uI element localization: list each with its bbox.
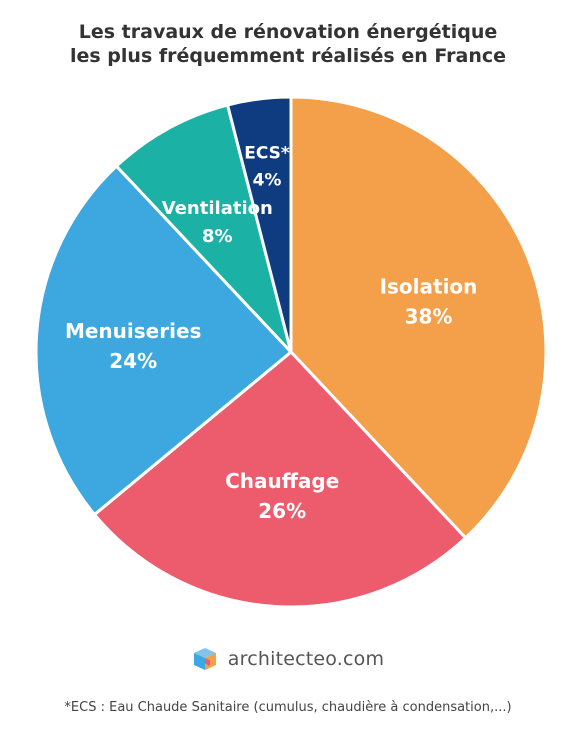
chart-title: Les travaux de rénovation énergétique le…: [0, 20, 576, 68]
pie-slice-chauffage: [93, 350, 468, 609]
slice-name-label: ECS*: [244, 143, 290, 163]
footnote: *ECS : Eau Chaude Sanitaire (cumulus, ch…: [64, 700, 512, 715]
pie-chart: Isolation 38% Chauffage 26% Menuiseries 24% Ve…: [34, 95, 548, 609]
slice-value-label: 8%: [202, 226, 233, 247]
slice-value-label: 26%: [258, 499, 306, 523]
brand: architecteo.com: [0, 646, 576, 672]
cube-icon: [193, 648, 216, 670]
slice-name-label: Chauffage: [225, 469, 339, 493]
pie-slice-menuiseries: [34, 164, 293, 517]
slice-name-label: Isolation: [380, 275, 478, 299]
chart-title-line2: les plus fréquemment réalisés en France: [69, 45, 506, 67]
slice-value-label: 4%: [253, 170, 282, 190]
brand-name: architecteo.com: [227, 648, 385, 670]
pie-slice-ecs: [226, 95, 293, 354]
slice-value-label: 38%: [405, 305, 453, 329]
slice-value-label: 24%: [109, 349, 157, 373]
slice-name-label: Menuiseries: [65, 319, 201, 343]
pie-slice-ventilation: [114, 103, 293, 354]
pie-slice-isolation: [289, 95, 548, 540]
chart-title-line1: Les travaux de rénovation énergétique: [78, 21, 498, 43]
slice-name-label: Ventilation: [162, 198, 273, 219]
